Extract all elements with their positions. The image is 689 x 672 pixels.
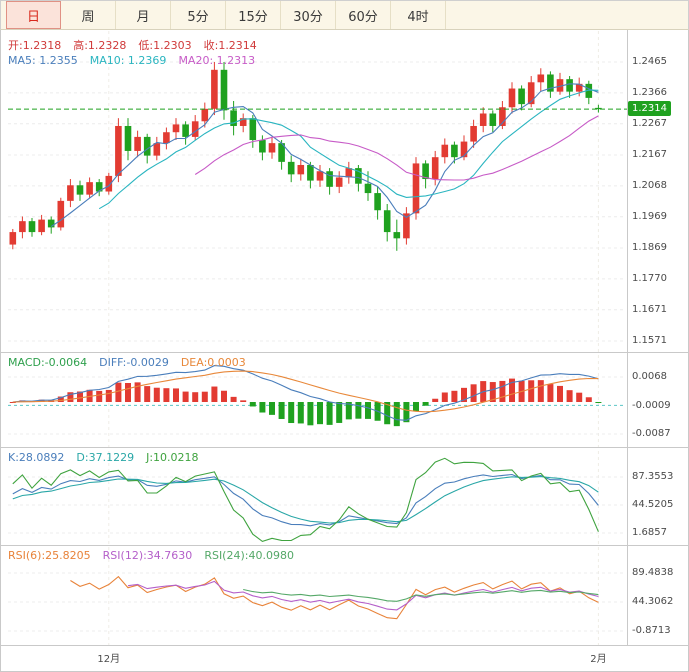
tab-4时[interactable]: 4时 [391,1,446,29]
kdj-axis-label: 87.3553 [632,470,674,482]
tab-30分[interactable]: 30分 [281,1,336,29]
legend-item: MACD:-0.0064 [8,356,88,369]
legend-item: 收:1.2314 [203,39,257,52]
main-axis-label: 1.1869 [632,241,667,253]
main-axis-label: 1.1571 [632,334,667,346]
legend-item: 低:1.2303 [138,39,192,52]
macd-axis-label: 0.0068 [632,370,667,382]
rsi-legend: RSI(6):25.8205 RSI(12):34.7630 RSI(24):40.… [8,549,306,562]
current-price-badge: 1.2314 [628,101,671,117]
tab-月[interactable]: 月 [116,1,171,29]
legend-item: RSI(12):34.7630 [102,549,193,562]
main-axis-label: 1.1671 [632,303,667,315]
main-axis-label: 1.2465 [632,55,667,67]
tab-日[interactable]: 日 [6,1,61,29]
kdj-axis-label: 1.6857 [632,526,667,538]
ma-legend: MA5: 1.2355 MA10: 1.2369 MA20: 1.2313 [8,54,267,67]
rsi-axis-label: 44.3062 [632,595,674,607]
main-chart-pane[interactable] [0,30,627,352]
rsi-axis-label: -0.8713 [632,624,671,636]
tab-周[interactable]: 周 [61,1,116,29]
legend-item: MA10: 1.2369 [89,54,167,67]
legend-item: MA5: 1.2355 [8,54,78,67]
tab-15分[interactable]: 15分 [226,1,281,29]
legend-item: J:10.0218 [146,451,199,464]
legend-item: DEA:0.0003 [180,356,246,369]
legend-item: MA20: 1.2313 [178,54,256,67]
kdj-axis-label: 44.5205 [632,498,674,510]
main-axis-label: 1.2366 [632,86,667,98]
legend-item: D:37.1229 [76,451,135,464]
main-axis-label: 1.2167 [632,148,667,160]
tab-60分[interactable]: 60分 [336,1,391,29]
legend-item: K:28.0892 [8,451,65,464]
kdj-legend: K:28.0892 D:37.1229 J:10.0218 [8,451,211,464]
x-axis-label: 12月 [97,654,121,665]
main-axis-label: 1.2068 [632,179,667,191]
legend-item: DIFF:-0.0029 [99,356,169,369]
main-axis-label: 1.2267 [632,117,667,129]
main-axis-label: 1.1770 [632,272,667,284]
legend-item: RSI(24):40.0980 [204,549,294,562]
timeframe-toolbar: 日周月 5分 15分 30分 60分 4时 [0,0,689,30]
x-axis-label: 2月 [590,654,607,665]
macd-legend: MACD:-0.0064 DIFF:-0.0029 DEA:0.0003 [8,356,258,369]
legend-item: RSI(6):25.8205 [8,549,91,562]
legend-item: 开:1.2318 [8,39,62,52]
rsi-axis-label: 89.4838 [632,566,674,578]
legend-item: 高:1.2328 [73,39,127,52]
macd-axis-label: -0.0087 [632,427,671,439]
main-axis-label: 1.1969 [632,210,667,222]
ohlc-legend: 开:1.2318 高:1.2328 低:1.2303 收:1.2314 [8,37,269,53]
tab-5分[interactable]: 5分 [171,1,226,29]
macd-axis-label: -0.0009 [632,399,671,411]
